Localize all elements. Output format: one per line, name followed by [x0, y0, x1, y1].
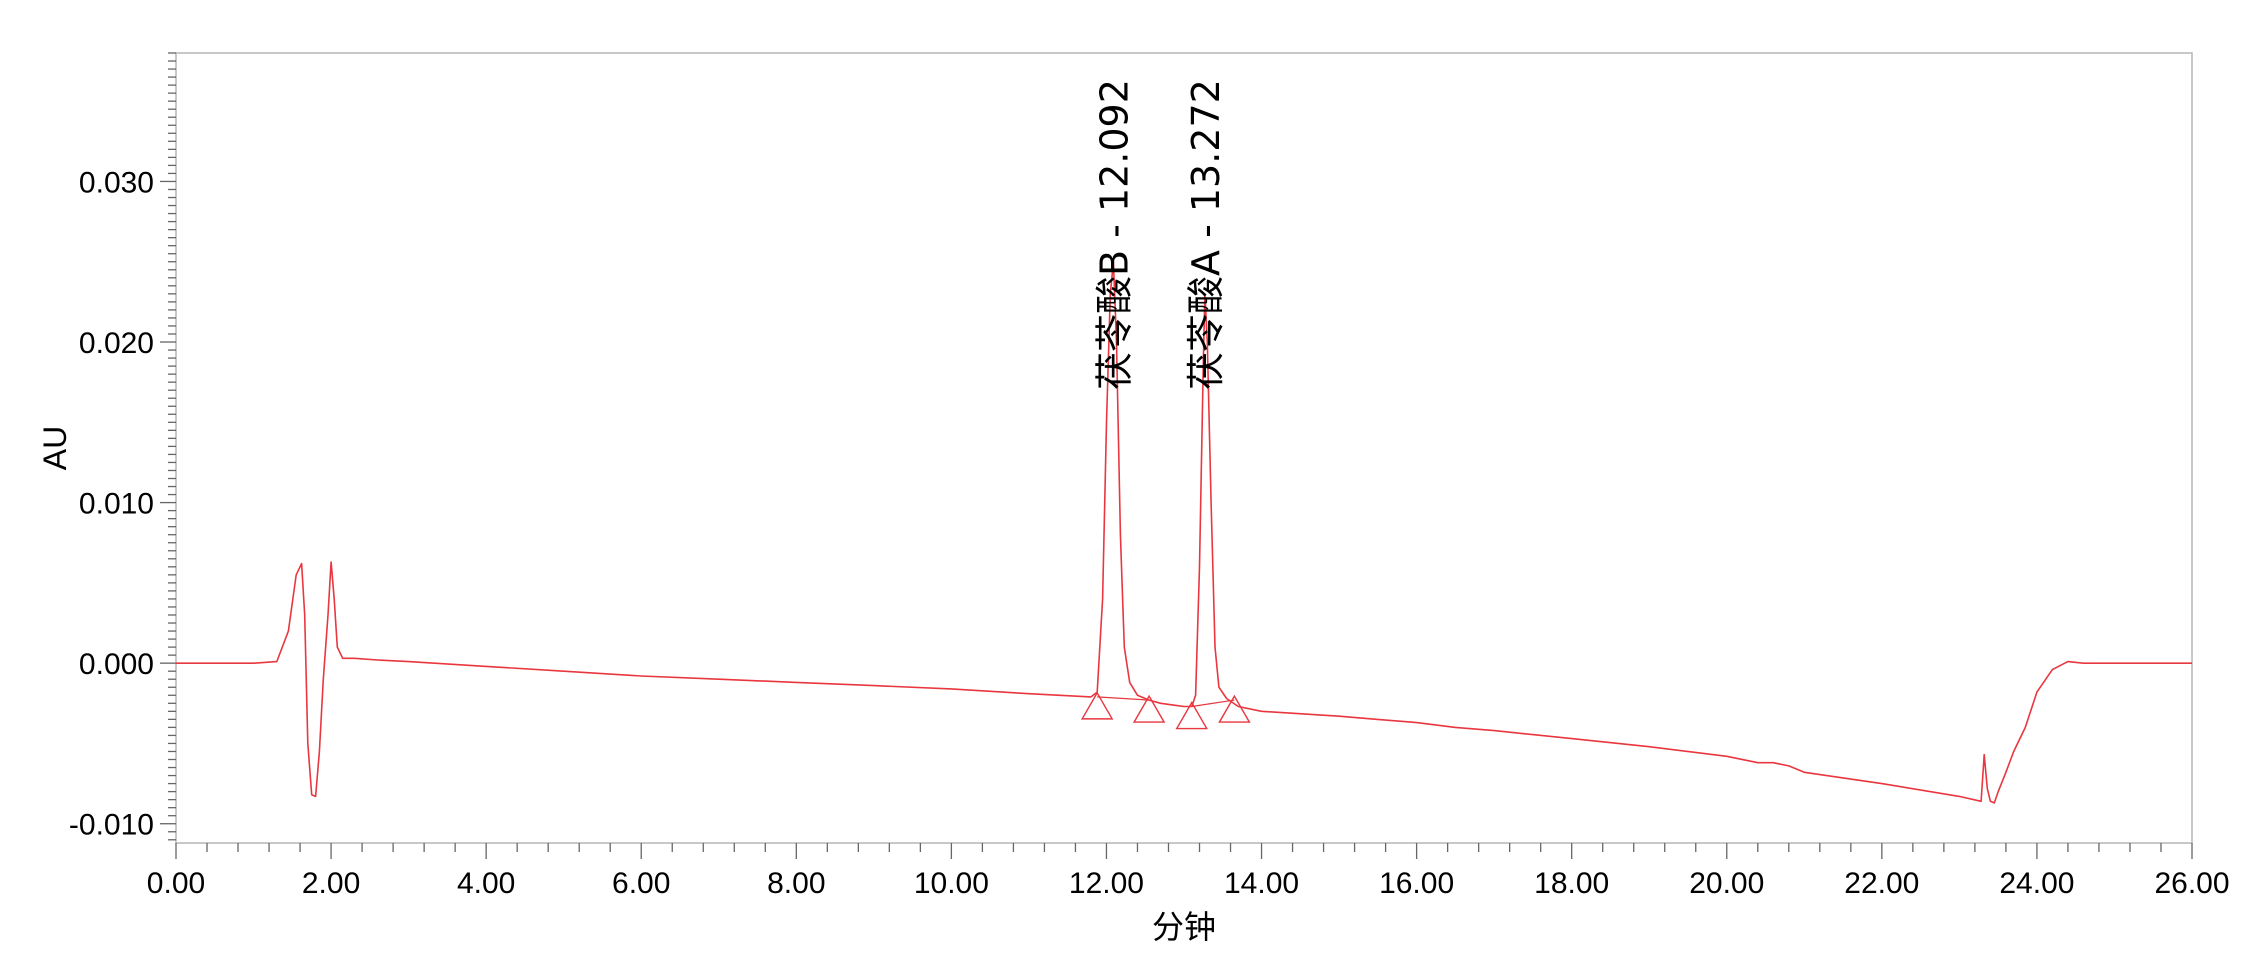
y-tick-label: 0.020 [79, 327, 154, 360]
x-axis-tick-labels: 0.00 2.00 4.00 6.00 8.00 10.00 12.00 14.00 16.00… [147, 867, 2230, 900]
y-tick-label: 0.000 [79, 648, 154, 681]
x-axis-ticks [175, 843, 2193, 859]
x-tick-label: 12.00 [1069, 867, 1144, 900]
x-tick-label: 2.00 [302, 867, 360, 900]
y-tick-label: 0.030 [79, 166, 154, 199]
peak-start-marker [1080, 691, 1114, 720]
y-axis-title: AU [37, 426, 73, 470]
y-tick-label: 0.010 [79, 488, 154, 521]
peak-label: 茯苓酸A - 13.272 [1184, 79, 1228, 390]
peak-label: 茯苓酸B - 12.092 [1093, 79, 1137, 390]
plot-frame [175, 52, 2193, 844]
peak-start-marker [1175, 701, 1208, 730]
peak-end-marker [1132, 694, 1166, 723]
x-tick-label: 20.00 [1689, 867, 1764, 900]
x-tick-label: 6.00 [612, 867, 670, 900]
series-line-0 [176, 260, 2192, 804]
x-tick-label: 4.00 [457, 867, 515, 900]
series-group [176, 260, 2192, 804]
x-tick-label: 18.00 [1534, 867, 1609, 900]
x-tick-label: 26.00 [2154, 867, 2229, 900]
x-tick-label: 0.00 [147, 867, 205, 900]
x-tick-label: 22.00 [1844, 867, 1919, 900]
x-tick-label: 10.00 [914, 867, 989, 900]
y-tick-label: -0.010 [69, 809, 154, 842]
y-axis-tick-labels: -0.010 0.000 0.010 0.020 0.030 [69, 166, 154, 841]
peak-annotations: 茯苓酸B - 12.092 茯苓酸A - 13.272 [1080, 79, 1251, 730]
peak-baseline [1191, 699, 1235, 708]
x-tick-label: 16.00 [1379, 867, 1454, 900]
peak-end-marker [1218, 694, 1251, 723]
x-tick-label: 14.00 [1224, 867, 1299, 900]
peak-baseline [1097, 696, 1150, 701]
y-axis-ticks [160, 52, 176, 841]
x-axis-title: 分钟 [1152, 909, 1216, 945]
x-tick-label: 8.00 [767, 867, 825, 900]
x-tick-label: 24.00 [1999, 867, 2074, 900]
